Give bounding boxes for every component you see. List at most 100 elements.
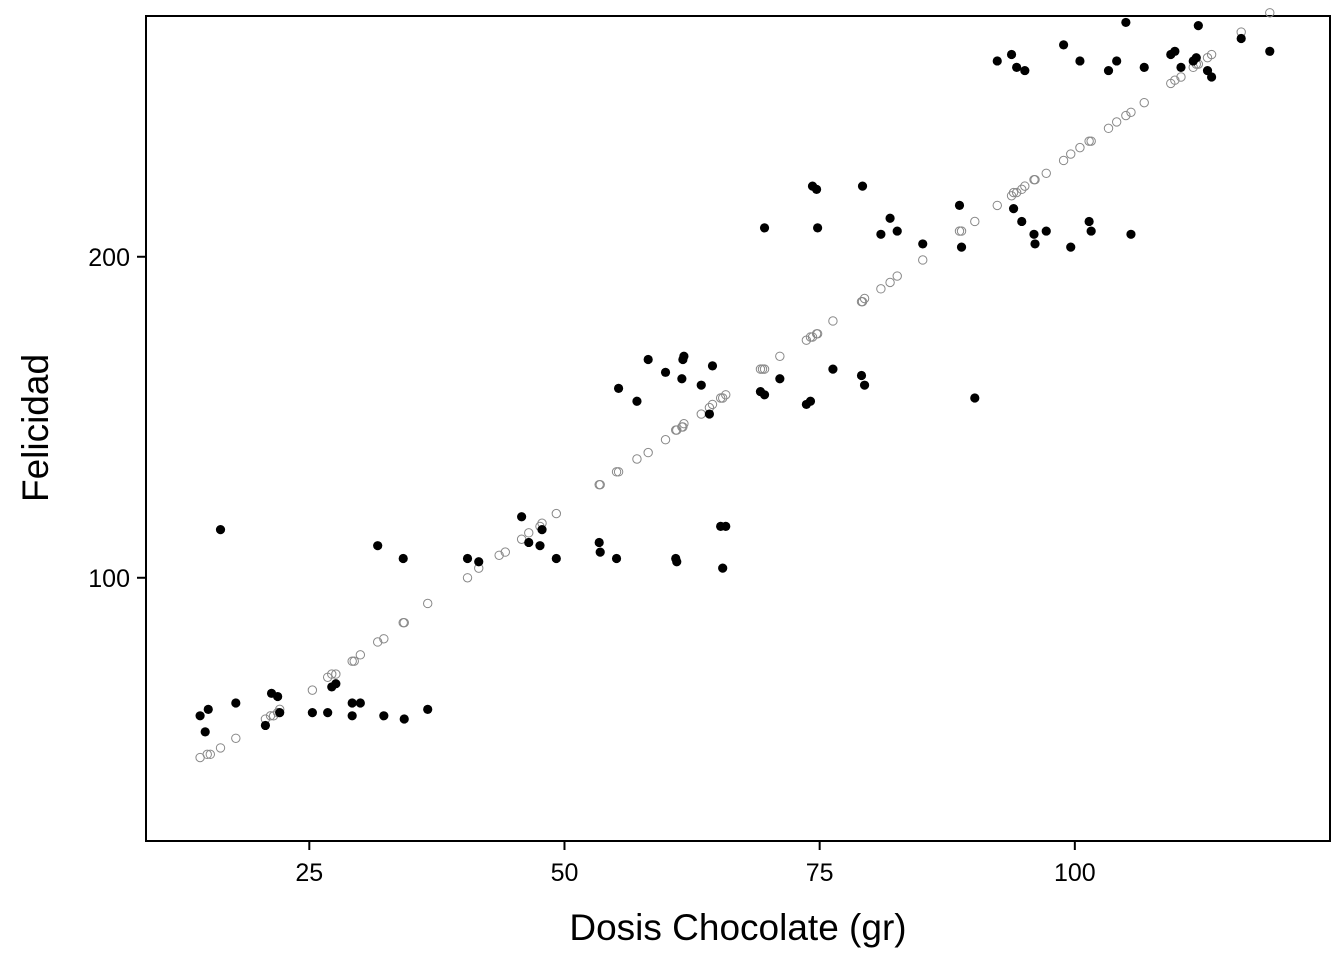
observed-point [892,226,902,236]
observed-point [200,727,210,737]
fitted-point [970,216,980,227]
fitted-point [857,297,868,307]
observed-point [1084,216,1094,227]
observed-point [398,553,408,564]
observed-point [1075,56,1085,66]
observed-point [537,525,547,535]
fitted-point [707,399,718,410]
fitted-point [611,467,622,477]
observed-point [1041,226,1051,236]
observed-point [195,711,205,721]
fitted-point [205,749,216,760]
observed-point [373,541,383,551]
series-fitted [195,8,1275,763]
observed-point [707,361,718,371]
observed-point [672,557,682,567]
fitted-point [462,573,473,583]
observed-point [1193,21,1203,31]
fitted-point [1111,117,1122,127]
observed-point [759,223,770,233]
observed-point [551,553,561,564]
fitted-point [1030,175,1040,185]
fitted-point [379,634,389,644]
series-observed [195,17,1275,737]
fitted-point [595,479,605,490]
y-axis: 100 200 [88,244,146,593]
observed-point [379,711,389,721]
observed-point [1103,65,1114,76]
observed-point [307,707,317,718]
observed-point [956,242,967,252]
observed-point [613,383,624,393]
observed-point [355,698,365,708]
observed-point [462,553,473,564]
fitted-point [885,277,895,288]
observed-point [718,563,728,573]
observed-point [775,374,785,384]
observed-point [1126,229,1136,239]
fitted-point [231,733,241,743]
fitted-point [954,226,965,236]
observed-point [1017,216,1027,227]
fitted-point [717,393,728,403]
fitted-point [215,743,226,753]
observed-point [323,707,333,718]
plot-frame [145,15,1331,842]
fitted-point [1066,149,1076,159]
observed-point [954,200,965,210]
observed-point [1191,53,1201,63]
observed-point [1139,62,1149,72]
observed-point [1086,226,1096,236]
fitted-point [331,669,341,679]
y-tick-label: 200 [88,244,130,272]
observed-point [399,714,409,724]
fitted-point [721,390,731,400]
fitted-point [1265,8,1275,18]
x-tick-label: 25 [295,859,323,887]
fitted-point [1084,136,1094,146]
fitted-point [1075,142,1085,153]
fitted-point [1008,187,1019,198]
observed-point [813,223,823,233]
x-tick-label: 50 [551,859,579,887]
observed-point [643,354,653,365]
fitted-point [349,656,359,666]
observed-point [660,367,671,377]
observed-point [970,393,980,403]
observed-point [704,409,715,419]
observed-point [1012,62,1022,72]
fitted-point [500,547,510,557]
points-layer [195,8,1275,763]
observed-point [1020,65,1030,76]
x-axis-title: Dosis Chocolate (gr) [569,907,906,948]
fitted-point [202,749,212,760]
fitted-point [372,637,383,647]
observed-point [679,351,689,361]
observed-point [331,679,341,689]
observed-point [759,390,770,400]
observed-point [535,541,545,551]
observed-point [696,380,706,390]
observed-point [1006,49,1017,60]
observed-point [677,374,687,384]
fitted-point [1041,168,1051,178]
fitted-point [524,528,534,538]
fitted-point [1176,72,1186,82]
fitted-point [1011,187,1022,198]
x-axis: 25 50 75 100 [295,841,1096,887]
fitted-point [1103,123,1114,134]
observed-point [805,396,816,406]
fitted-point [643,447,653,458]
fitted-point [812,329,823,339]
observed-point [632,396,642,406]
fitted-point [613,467,624,477]
observed-point [275,707,285,718]
fitted-point [672,425,682,435]
fitted-point [1058,155,1069,166]
observed-point [856,370,867,381]
fitted-point [307,685,318,695]
fitted-point [660,435,671,445]
y-axis-title: Felicidad [15,354,56,502]
observed-point [1059,40,1069,50]
fitted-point [992,200,1002,211]
